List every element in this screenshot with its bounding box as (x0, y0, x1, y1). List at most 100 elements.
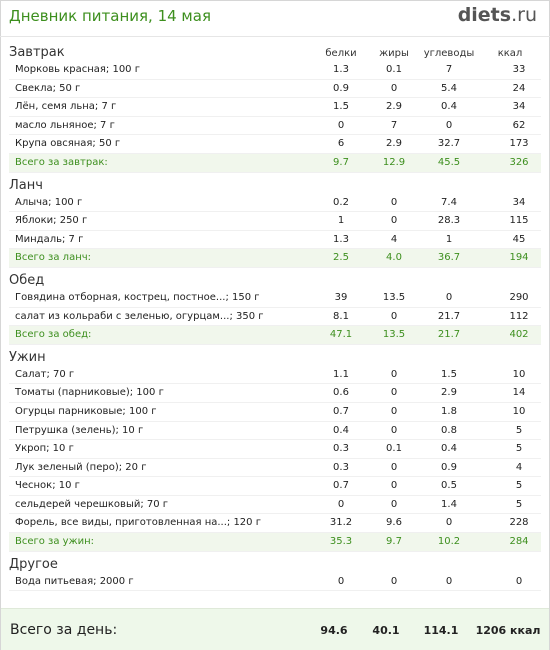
section-total-kcal: 284 (509, 536, 529, 548)
food-protein: 0 (337, 498, 345, 510)
column-header-kcal: ккал (497, 48, 523, 59)
food-carbs: 0 (445, 119, 453, 131)
food-fat: 0.1 (386, 64, 402, 75)
food-fat: 9.6 (386, 517, 402, 529)
site-logo[interactable]: diets.ru (458, 4, 537, 26)
food-name: масло льняное; 7 г (15, 119, 115, 131)
page-header: Дневник питания, 14 мая diets.ru (0, 0, 550, 37)
section-total-carbs: 45.5 (437, 156, 461, 168)
food-kcal: 5 (515, 480, 523, 492)
food-fat: 2.9 (386, 138, 402, 150)
food-protein: 0 (337, 119, 345, 131)
section-total-protein: 47.1 (329, 329, 353, 341)
food-kcal: 33 (512, 64, 526, 75)
food-kcal: 5 (515, 443, 523, 455)
food-carbs: 0 (445, 575, 453, 587)
food-name: Лён, семя льна; 7 г (15, 101, 117, 113)
table-row: Петрушка (зелень); 10 г 0.4 0 0.8 5 (9, 422, 541, 441)
food-kcal: 14 (512, 387, 526, 399)
section-header-supper: Ужин (0, 345, 550, 366)
food-name: сельдерей черешковый; 70 г (15, 498, 169, 510)
table-row: Форель, все виды, приготовленная на...; … (9, 514, 541, 534)
food-protein: 6 (337, 138, 345, 150)
food-kcal: 4 (515, 461, 523, 473)
food-name: Свекла; 50 г (15, 82, 81, 94)
food-protein: 1.5 (333, 101, 349, 113)
section-title-breakfast: Завтрак (9, 45, 65, 60)
food-carbs: 32.7 (437, 138, 461, 150)
table-row: Морковь красная; 100 г 1.3 0.1 7 33 (9, 61, 541, 80)
food-fat: 0 (390, 461, 398, 473)
section-total-kcal: 326 (509, 156, 529, 168)
food-carbs: 0.5 (441, 480, 457, 492)
food-protein: 1.3 (333, 64, 349, 75)
food-protein: 0.4 (333, 424, 349, 436)
food-protein: 0.3 (333, 443, 349, 455)
food-carbs: 7 (445, 64, 453, 75)
column-header-fat: жиры (379, 48, 409, 59)
day-total-label: Всего за день: (10, 622, 118, 638)
section-total-row-breakfast: Всего за завтрак: 9.7 12.9 45.5 326 (9, 153, 541, 173)
food-fat: 0 (390, 368, 398, 380)
section-total-kcal: 194 (509, 252, 529, 264)
food-protein: 1.1 (333, 368, 349, 380)
food-kcal: 45 (512, 233, 526, 245)
table-row: Крупа овсяная; 50 г 6 2.9 32.7 173 (9, 135, 541, 154)
food-kcal: 10 (512, 368, 526, 380)
food-fat: 2.9 (386, 101, 402, 113)
table-row: Говядина отборная, кострец, постное...; … (9, 289, 541, 308)
food-kcal: 62 (512, 119, 526, 131)
section-total-carbs: 10.2 (437, 536, 461, 548)
food-fat: 7 (390, 119, 398, 131)
food-name: Крупа овсяная; 50 г (15, 138, 121, 150)
food-fat: 0 (390, 310, 398, 322)
food-fat: 0 (390, 405, 398, 417)
day-total-protein: 94.6 (320, 624, 348, 637)
table-row: Салат; 70 г 1.1 0 1.5 10 (9, 366, 541, 385)
food-kcal: 115 (509, 215, 529, 227)
food-name: Морковь красная; 100 г (15, 64, 140, 75)
section-total-fat: 9.7 (386, 536, 402, 548)
table-row: Огурцы парниковые; 100 г 0.7 0 1.8 10 (9, 403, 541, 422)
food-protein: 0.7 (333, 405, 349, 417)
food-name: Огурцы парниковые; 100 г (15, 405, 157, 417)
section-total-protein: 9.7 (333, 156, 349, 168)
food-protein: 8.1 (333, 310, 349, 322)
table-row: Свекла; 50 г 0.9 0 5.4 24 (9, 80, 541, 99)
food-kcal: 173 (509, 138, 529, 150)
food-kcal: 34 (512, 196, 526, 208)
column-header-protein: белки (325, 48, 357, 59)
food-carbs: 1.4 (441, 498, 457, 510)
food-kcal: 5 (515, 424, 523, 436)
food-name: Форель, все виды, приготовленная на...; … (15, 517, 261, 529)
table-row: Чеснок; 10 г 0.7 0 0.5 5 (9, 477, 541, 496)
food-protein: 0.3 (333, 461, 349, 473)
food-name: Миндаль; 7 г (15, 233, 84, 245)
food-fat: 0 (390, 480, 398, 492)
food-carbs: 0.9 (441, 461, 457, 473)
food-carbs: 21.7 (437, 310, 461, 322)
food-protein: 39 (334, 291, 348, 303)
section-total-kcal: 402 (509, 329, 529, 341)
section-title-dinner: Обед (9, 272, 45, 288)
food-kcal: 10 (512, 405, 526, 417)
food-fat: 13.5 (382, 291, 406, 303)
food-fat: 4 (390, 233, 398, 245)
food-kcal: 228 (509, 517, 529, 529)
food-protein: 0.9 (333, 82, 349, 94)
section-total-carbs: 36.7 (437, 252, 461, 264)
table-row: Алыча; 100 г 0.2 0 7.4 34 (9, 194, 541, 213)
food-carbs: 0.4 (441, 101, 457, 113)
logo-brand: diets (457, 4, 512, 26)
food-name: Чеснок; 10 г (15, 480, 80, 492)
food-name: Петрушка (зелень); 10 г (15, 424, 144, 436)
diary-table: Завтрак белки жиры углеводы ккал Морковь крас… (0, 40, 550, 592)
food-name: Томаты (парниковые); 100 г (15, 387, 164, 399)
food-carbs: 0 (445, 291, 453, 303)
day-total-carbs: 114.1 (423, 624, 459, 637)
food-protein: 1.3 (333, 233, 349, 245)
food-protein: 0.6 (333, 387, 349, 399)
food-name: Яблоки; 250 г (15, 215, 88, 227)
column-header-carbs: углеводы (423, 48, 475, 59)
section-title-lunch: Ланч (9, 177, 43, 193)
